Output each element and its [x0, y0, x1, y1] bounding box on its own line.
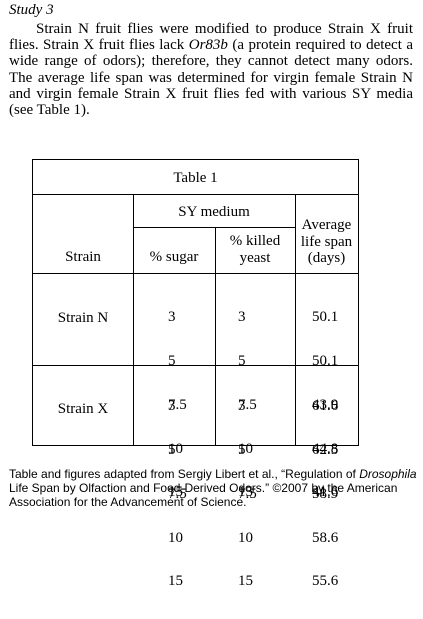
killed-yeast-header-line-2: yeast: [239, 249, 271, 266]
credit-text-after: Life Span by Olfaction and Food-Derived …: [9, 481, 398, 509]
life-span-column-divider: [295, 194, 296, 445]
life-span-header-line-2: life span: [300, 233, 353, 250]
table-cell: 58.9: [312, 485, 339, 502]
table-title: Table 1: [173, 170, 218, 186]
title-divider: [33, 194, 358, 195]
table-cell: 3: [168, 398, 176, 415]
table-cell: 3: [238, 398, 246, 415]
killed-yeast-header-line-1: % killed: [229, 233, 281, 249]
table-cell: 15: [168, 573, 183, 590]
strain-n-yeast-values: 3 5 7.5 10 15: [238, 281, 257, 529]
credit-italic-title: Drosophila: [359, 467, 417, 481]
gene-name: Or83b: [188, 37, 228, 54]
life-span-header-line-3: (days): [307, 250, 346, 266]
table-cell: 7.5: [168, 485, 187, 502]
table-cell: 15: [238, 484, 253, 501]
sy-medium-divider: [133, 227, 295, 228]
table-cell: 5: [168, 352, 176, 369]
table-cell: 58.6: [312, 529, 339, 546]
table-cell: 10: [238, 529, 253, 546]
table-cell: 50.1: [312, 309, 339, 326]
table-cell: 10: [238, 440, 253, 457]
life-span-header: Average life span (days): [295, 217, 358, 267]
strain-column-divider: [133, 194, 134, 445]
table-cell: 7.5: [238, 396, 257, 413]
strain-n-label: Strain N: [57, 310, 109, 326]
group-divider: [33, 365, 358, 366]
table-cell: 7.5: [238, 485, 257, 502]
strain-n-life-span-values: 50.1 50.1 43.9 44.8 41.6: [312, 281, 338, 529]
table-cell: 43.9: [312, 396, 339, 413]
passage-text-after: (a protein required to detect a wide ran…: [9, 37, 414, 119]
header-divider: [33, 273, 358, 274]
strain-header: Strain: [65, 249, 101, 265]
study-passage: Strain N fruit flies were modified to pr…: [9, 21, 413, 118]
table-cell: 44.8: [312, 440, 339, 457]
table-cell: 62.5: [312, 441, 339, 458]
strain-n-sugar-values: 3 5 7.5 10 15: [168, 281, 187, 529]
table-cell: 55.6: [312, 573, 339, 590]
strain-x-label: Strain X: [57, 401, 109, 417]
table-cell: 50.1: [312, 352, 339, 369]
table-cell: 3: [168, 309, 176, 326]
sugar-column-divider: [215, 227, 216, 445]
table-cell: 3: [238, 309, 246, 326]
table-cell: 10: [168, 440, 183, 457]
table-cell: 5: [168, 441, 176, 458]
table-cell: 5: [238, 352, 246, 369]
sugar-header: % sugar: [149, 249, 199, 265]
table-cell: 10: [168, 529, 183, 546]
passage-text-before: Strain N fruit flies were modified to pr…: [9, 21, 413, 54]
source-credit: Table and figures adapted from Sergiy Li…: [9, 467, 417, 509]
table-cell: 61.6: [312, 398, 339, 415]
credit-text-before: Table and figures adapted from Sergiy Li…: [9, 467, 360, 481]
data-table: Table 1 SY medium Strain % sugar % kille…: [32, 159, 359, 589]
table-cell: 41.6: [312, 484, 339, 501]
life-span-header-line-1: Average: [301, 217, 352, 233]
killed-yeast-header: % killed yeast: [215, 233, 295, 266]
study-heading: Study 3: [9, 2, 54, 18]
table-cell: 7.5: [168, 396, 187, 413]
table-cell: 15: [168, 484, 183, 501]
table-cell: 15: [238, 573, 253, 590]
table-cell: 5: [238, 441, 246, 458]
sy-medium-header: SY medium: [178, 204, 250, 220]
